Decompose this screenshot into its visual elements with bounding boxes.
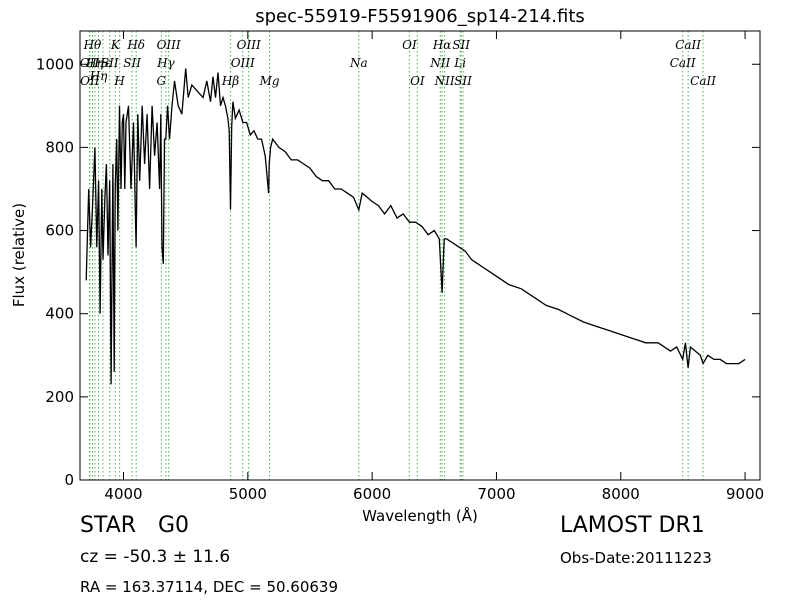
line-marker-labels: OIIOIIHθHηHηHεSIIKHSIIHδGHγOIIIHβOIIIOII… [80, 38, 716, 88]
x-tick-label: 7000 [477, 485, 515, 503]
line-marker-label: OIII [231, 56, 255, 70]
line-marker-label: NII [429, 56, 450, 70]
x-tick-label: 9000 [726, 485, 764, 503]
line-marker-label: OI [410, 74, 425, 88]
x-axis-label: Wavelength (Å) [362, 506, 478, 525]
object-class: STAR [80, 513, 137, 538]
line-marker-label: Li [453, 56, 466, 70]
line-marker-label: OII [80, 56, 100, 70]
x-tick-label: 4000 [104, 485, 142, 503]
line-marker-label: Hη [89, 69, 108, 83]
x-tick-label: 8000 [602, 485, 640, 503]
line-marker-label: Hη [85, 56, 104, 70]
x-tick-label: 5000 [229, 485, 267, 503]
y-tick-label: 800 [45, 138, 74, 156]
line-marker-label: Hβ [221, 74, 239, 88]
chart-title: spec-55919-F5591906_sp14-214.fits [255, 6, 585, 27]
line-marker-label: OII [80, 74, 100, 88]
line-marker-label: Hα [432, 38, 452, 52]
line-marker-label: G [157, 74, 167, 88]
redshift-cz: cz = -50.3 ± 11.6 [80, 547, 231, 567]
line-marker-label: Mg [259, 74, 280, 88]
y-tick-label: 0 [64, 471, 74, 489]
line-marker-label: CaII [690, 74, 716, 88]
line-marker-label: Hδ [126, 38, 145, 52]
line-marker-label: OIII [237, 38, 261, 52]
line-marker-label: SII [452, 38, 470, 52]
plot-frame [79, 30, 761, 481]
x-tick-label: 6000 [353, 485, 391, 503]
line-marker-label: SII [101, 56, 119, 70]
line-marker-label: Na [349, 56, 368, 70]
line-marker-label: CaII [675, 38, 701, 52]
object-subclass: G0 [158, 513, 190, 538]
line-marker-label: SII [123, 56, 141, 70]
line-marker-label: Hθ [83, 38, 102, 52]
observation-date: Obs-Date:20111223 [560, 549, 712, 567]
axis-ticks: 4000 5000 6000 7000 8000 9000 0 200 400 600 800 100… [36, 31, 764, 503]
y-tick-label: 200 [45, 388, 74, 406]
line-marker-label: K [110, 38, 121, 52]
line-marker-label: SII [454, 74, 472, 88]
ra-dec-coordinates: RA = 163.37114, DEC = 50.60639 [80, 578, 339, 596]
line-marker-label: NII [434, 74, 455, 88]
line-markers [88, 31, 704, 480]
line-marker-label: OI [402, 38, 417, 52]
line-marker-label: OIII [157, 38, 181, 52]
line-marker-label: H [113, 74, 125, 88]
line-marker-label: CaII [670, 56, 696, 70]
survey-name: LAMOST DR1 [560, 513, 705, 538]
y-axis-label: Flux (relative) [10, 203, 28, 307]
y-tick-label: 1000 [36, 55, 74, 73]
spectrum-series-line [85, 68, 746, 385]
y-tick-label: 600 [45, 222, 74, 240]
line-marker-label: Hγ [156, 56, 175, 70]
line-marker-label: Hε [94, 56, 112, 70]
y-tick-label: 400 [45, 305, 74, 323]
